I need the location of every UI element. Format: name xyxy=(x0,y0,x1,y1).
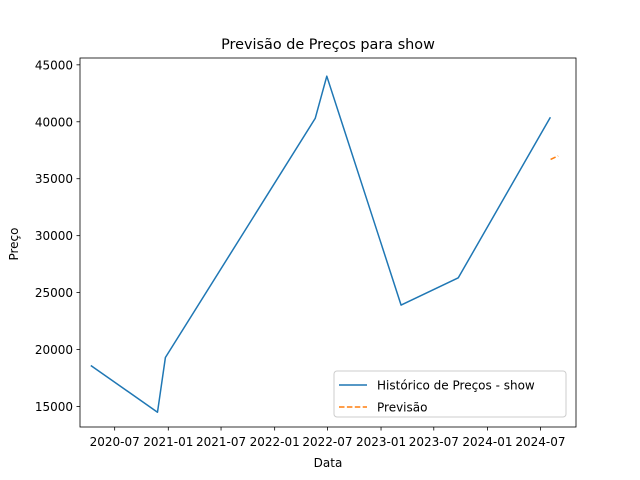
series-layer xyxy=(90,75,559,413)
x-tick-label: 2024-01 xyxy=(462,435,512,449)
chart-title: Previsão de Preços para show xyxy=(221,37,435,53)
legend-label: Histórico de Preços - show xyxy=(377,379,535,393)
y-tick-label: 45000 xyxy=(35,58,73,72)
x-tick-label: 2024-07 xyxy=(515,435,565,449)
y-tick-label: 30000 xyxy=(35,229,73,243)
plot-frame xyxy=(79,57,577,428)
y-tick-label: 15000 xyxy=(35,400,73,414)
x-tick-label: 2021-07 xyxy=(196,435,246,449)
series-line-previsao xyxy=(550,155,559,161)
x-tick-label: 2021-01 xyxy=(143,435,193,449)
legend: Histórico de Preços - show Previsão xyxy=(333,370,567,418)
x-tick-label: 2020-07 xyxy=(90,435,140,449)
legend-box xyxy=(333,370,567,418)
y-tick-label: 25000 xyxy=(35,286,73,300)
y-axis-label: Preço xyxy=(7,227,21,260)
legend-label: Previsão xyxy=(377,401,427,415)
x-tick-label: 2023-07 xyxy=(409,435,459,449)
x-tick-label: 2022-01 xyxy=(250,435,300,449)
x-tick-label: 2023-01 xyxy=(356,435,406,449)
y-tick-label: 35000 xyxy=(35,172,73,186)
series-line-historico xyxy=(90,75,552,413)
x-axis-label: Data xyxy=(314,456,343,470)
x-tick-label: 2022-07 xyxy=(302,435,352,449)
axes-layer: 2020-07 2021-01 2021-07 2022-01 2022-07 2023-… xyxy=(35,57,577,449)
y-tick-label: 40000 xyxy=(35,115,73,129)
y-tick-label: 20000 xyxy=(35,343,73,357)
